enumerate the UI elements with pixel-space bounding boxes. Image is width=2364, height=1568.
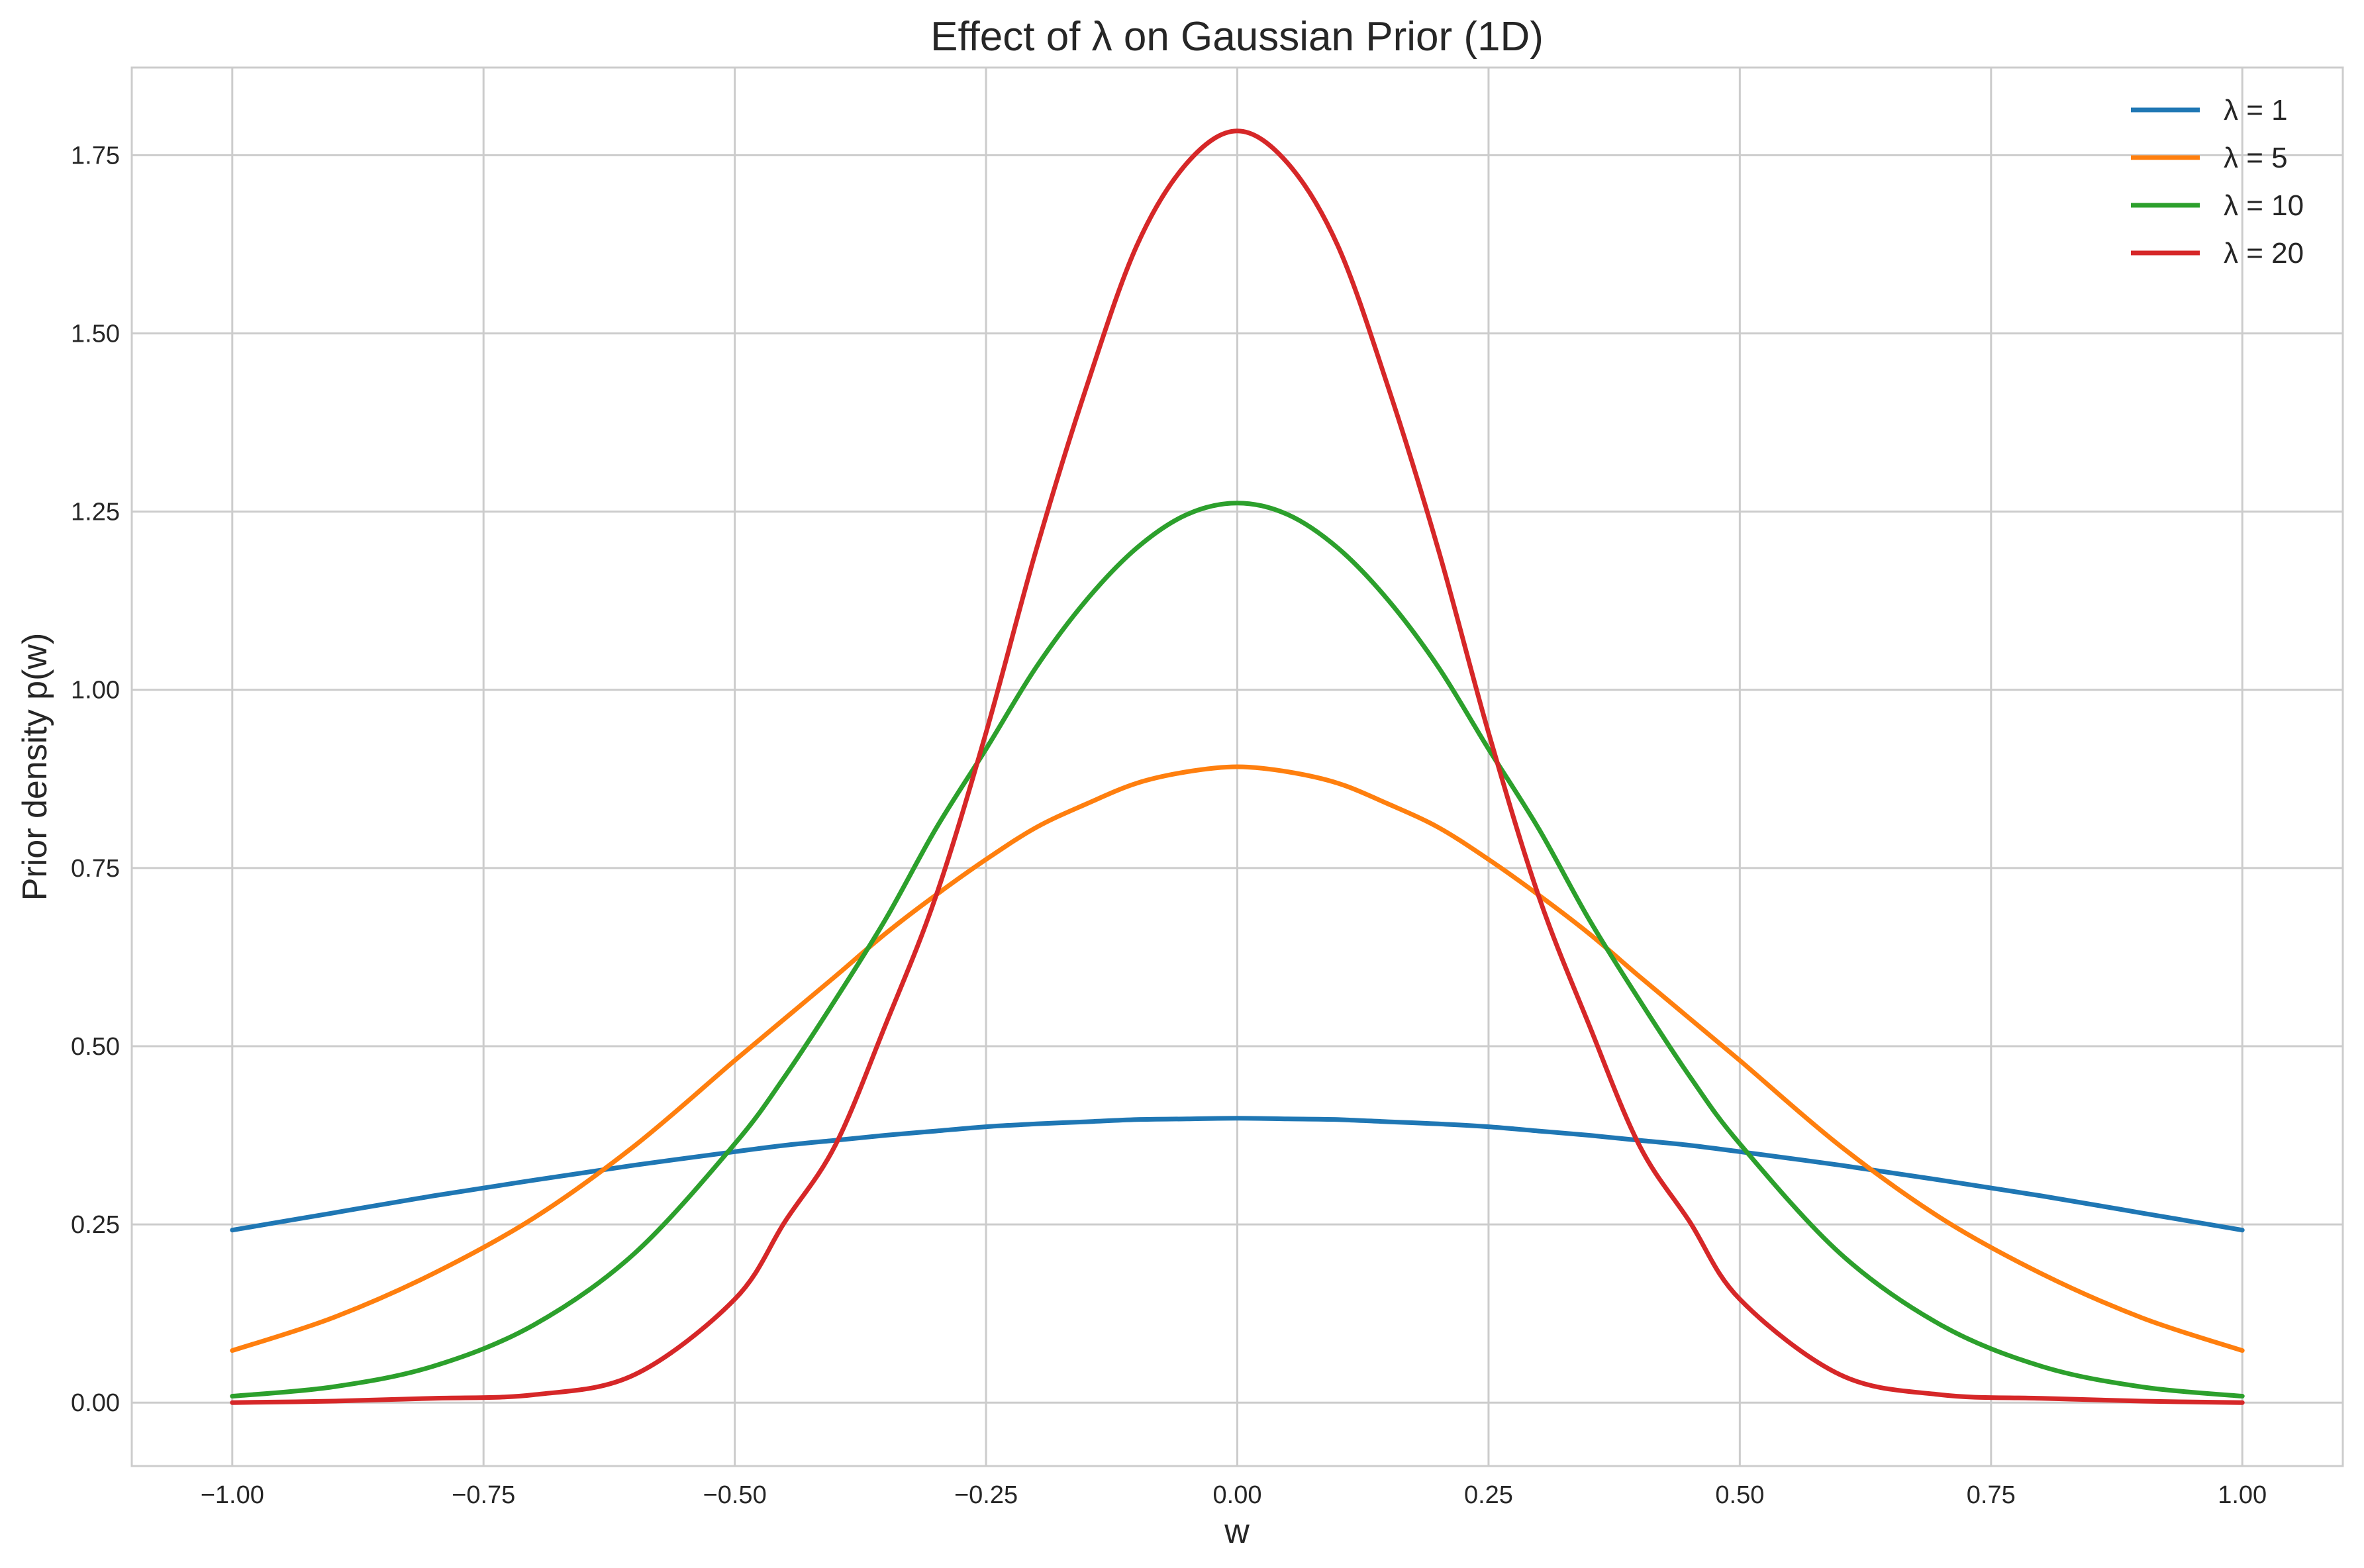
y-tick-label: 0.00 xyxy=(71,1389,120,1417)
x-tick-label: −1.00 xyxy=(201,1481,264,1509)
series-lines xyxy=(230,128,2245,1405)
y-tick-label: 0.25 xyxy=(71,1211,120,1239)
legend-label: λ = 20 xyxy=(2224,237,2304,270)
y-tick-label: 0.50 xyxy=(71,1033,120,1061)
x-tick-label: 0.50 xyxy=(1715,1481,1764,1509)
series-line-lambda-1 xyxy=(230,1116,2245,1233)
x-tick-label: 0.75 xyxy=(1967,1481,2016,1509)
x-tick-label: 1.00 xyxy=(2218,1481,2267,1509)
x-tick-label: −0.50 xyxy=(703,1481,767,1509)
plot-frame xyxy=(130,66,2344,1467)
y-axis-title: Prior density p(w) xyxy=(16,633,54,901)
y-tick-label: 1.00 xyxy=(71,677,120,705)
y-tick-label: 1.25 xyxy=(71,499,120,526)
legend-label: λ = 1 xyxy=(2224,94,2288,126)
legend-label: λ = 5 xyxy=(2224,142,2288,174)
x-tick-label: 0.00 xyxy=(1213,1481,1262,1509)
series-line-lambda-20 xyxy=(230,128,2245,1405)
y-tick-label: 1.75 xyxy=(71,142,120,170)
legend-label: λ = 10 xyxy=(2224,189,2304,222)
x-tick-label: 0.25 xyxy=(1464,1481,1513,1509)
x-tick-label: −0.25 xyxy=(954,1481,1018,1509)
legend: λ = 1 λ = 5 λ = 10 λ = 20 xyxy=(2131,94,2304,270)
y-tick-label: 0.75 xyxy=(71,855,120,883)
series-line-lambda-10 xyxy=(230,501,2245,1398)
y-tick-labels: 0.00 0.25 0.50 0.75 1.00 1.25 1.50 1.75 xyxy=(71,142,120,1417)
x-tick-label: −0.75 xyxy=(452,1481,515,1509)
x-tick-labels: −1.00 −0.75 −0.50 −0.25 0.00 0.25 0.50 0.75 1.00 xyxy=(201,1481,2267,1509)
series-line-lambda-5 xyxy=(230,764,2245,1353)
y-tick-label: 1.50 xyxy=(71,320,120,348)
grid xyxy=(132,68,2343,1466)
chart-title: Effect of λ on Gaussian Prior (1D) xyxy=(930,14,1544,60)
x-axis-title: w xyxy=(1224,1512,1250,1551)
